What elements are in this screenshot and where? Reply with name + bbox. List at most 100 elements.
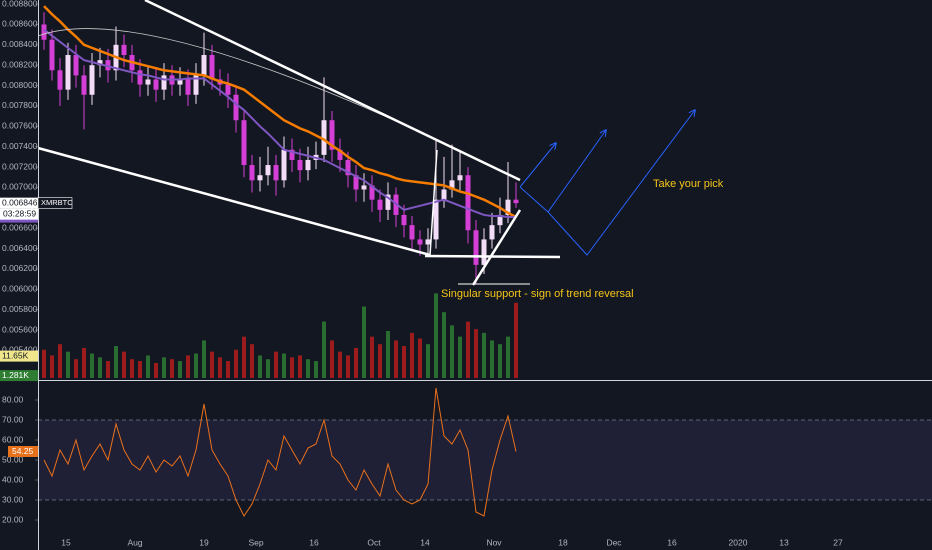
volume-bar: [506, 336, 510, 378]
rsi-tag-label: 54.25: [12, 446, 34, 456]
x-tick-label: 13: [779, 537, 789, 547]
volume-bar: [466, 321, 470, 378]
volume-bar: [218, 357, 222, 378]
price-tag-label: 1.281K: [2, 370, 29, 380]
y-tick-label: 70.00: [2, 414, 24, 424]
x-tick-label: Dec: [606, 537, 622, 547]
y-tick-label: 0.005600: [2, 324, 38, 334]
y-tick-label: 0.005400: [2, 345, 38, 355]
candle-body: [257, 175, 263, 181]
volume-bar: [442, 312, 446, 378]
candle-body: [321, 120, 327, 155]
y-tick-label: 0.007600: [2, 121, 38, 131]
marks: Take your pick Singular support - sign of…: [38, 5, 932, 517]
candle-body: [249, 165, 255, 181]
symbol-label: XMRBTC: [41, 198, 73, 207]
x-tick-label: 15: [61, 537, 71, 547]
price-axis: [0, 0, 38, 550]
y-tick-label: 0.006000: [2, 284, 38, 294]
volume-bar: [450, 325, 454, 378]
candle-body: [473, 230, 479, 265]
price-tag: [0, 197, 38, 209]
x-tick-label: 16: [309, 537, 319, 547]
price-tag: [0, 370, 38, 382]
volume-bar: [202, 340, 206, 378]
volume-bar: [386, 331, 390, 378]
candle-body: [497, 214, 503, 226]
y-tick-label: 0.006600: [2, 222, 38, 232]
y-tick-label: 0.005800: [2, 304, 38, 314]
volume-bar: [210, 351, 214, 378]
volume-bar: [266, 359, 270, 378]
trendline: [144, 0, 521, 182]
candle-body: [481, 239, 487, 265]
candle-body: [193, 75, 199, 95]
volume-bar: [82, 347, 86, 378]
volume-bar: [258, 355, 262, 378]
volume-bar: [114, 346, 118, 378]
y-tick-label: 60.00: [2, 434, 24, 444]
volume-bar: [458, 336, 462, 378]
volume-bar: [474, 329, 478, 378]
volume-bar: [298, 355, 302, 378]
candle-body: [401, 214, 407, 226]
candle-body: [137, 70, 143, 85]
y-tick-label: 0.006200: [2, 263, 38, 273]
x-tick-label: Nov: [486, 537, 502, 547]
volume-bar: [226, 361, 230, 378]
arrow: [547, 110, 695, 256]
symbol-tag: [37, 197, 73, 209]
candle-body: [369, 185, 375, 200]
price-tag-label: 0.006846: [2, 197, 38, 207]
arrow: [519, 143, 556, 188]
trendline: [37, 146, 431, 257]
candle-body: [89, 65, 95, 95]
volume-bar: [370, 336, 374, 378]
candle-body: [161, 75, 167, 90]
y-tick-label: 0.008800: [2, 0, 38, 8]
candle-body: [177, 79, 183, 85]
volume-bar: [122, 351, 126, 378]
candle-body: [465, 175, 471, 231]
rsi-tag: [8, 446, 38, 457]
volume-bar: [346, 355, 350, 378]
candle-body: [201, 55, 207, 76]
volume-bar: [434, 293, 438, 378]
x-tick-label: Aug: [127, 537, 142, 547]
volume-bar: [418, 338, 422, 378]
candle-body: [505, 199, 511, 215]
volume-bar: [194, 353, 198, 378]
candle-body: [81, 75, 87, 95]
rsi-line: [43, 387, 517, 517]
axis-labels: 0.008800 0.008600 0.008400 0.008200 0.008000…: [0, 0, 843, 547]
candle-body: [241, 120, 247, 166]
candle-body: [385, 194, 391, 210]
trendline: [429, 149, 438, 256]
candle-body: [233, 94, 239, 121]
candle-body: [417, 239, 423, 245]
annotation: Singular support - sign of trend reversa…: [441, 288, 634, 300]
candle-body: [41, 24, 47, 40]
y-tick-label: 20.00: [2, 514, 24, 524]
volume-bar: [90, 353, 94, 378]
candle-body: [305, 159, 311, 171]
volume-bar: [482, 332, 486, 378]
y-tick-label: 80.00: [2, 394, 24, 404]
volume-bar: [146, 355, 150, 378]
candle-body: [361, 185, 367, 190]
volume-bar: [42, 349, 46, 378]
candle-body: [49, 39, 55, 71]
y-tick-label: 0.007000: [2, 182, 38, 192]
y-tick-label: 0.006400: [2, 243, 38, 253]
x-tick-label: Sep: [248, 537, 263, 547]
x-tick-label: 27: [833, 537, 843, 547]
volume-bar: [490, 340, 494, 378]
volume-bar: [306, 359, 310, 378]
volume-bar: [514, 302, 518, 378]
volume-bar: [74, 359, 78, 378]
volume-bar: [162, 357, 166, 378]
candle-body: [145, 79, 151, 85]
volume-bar: [330, 340, 334, 378]
volume-bar: [242, 336, 246, 378]
